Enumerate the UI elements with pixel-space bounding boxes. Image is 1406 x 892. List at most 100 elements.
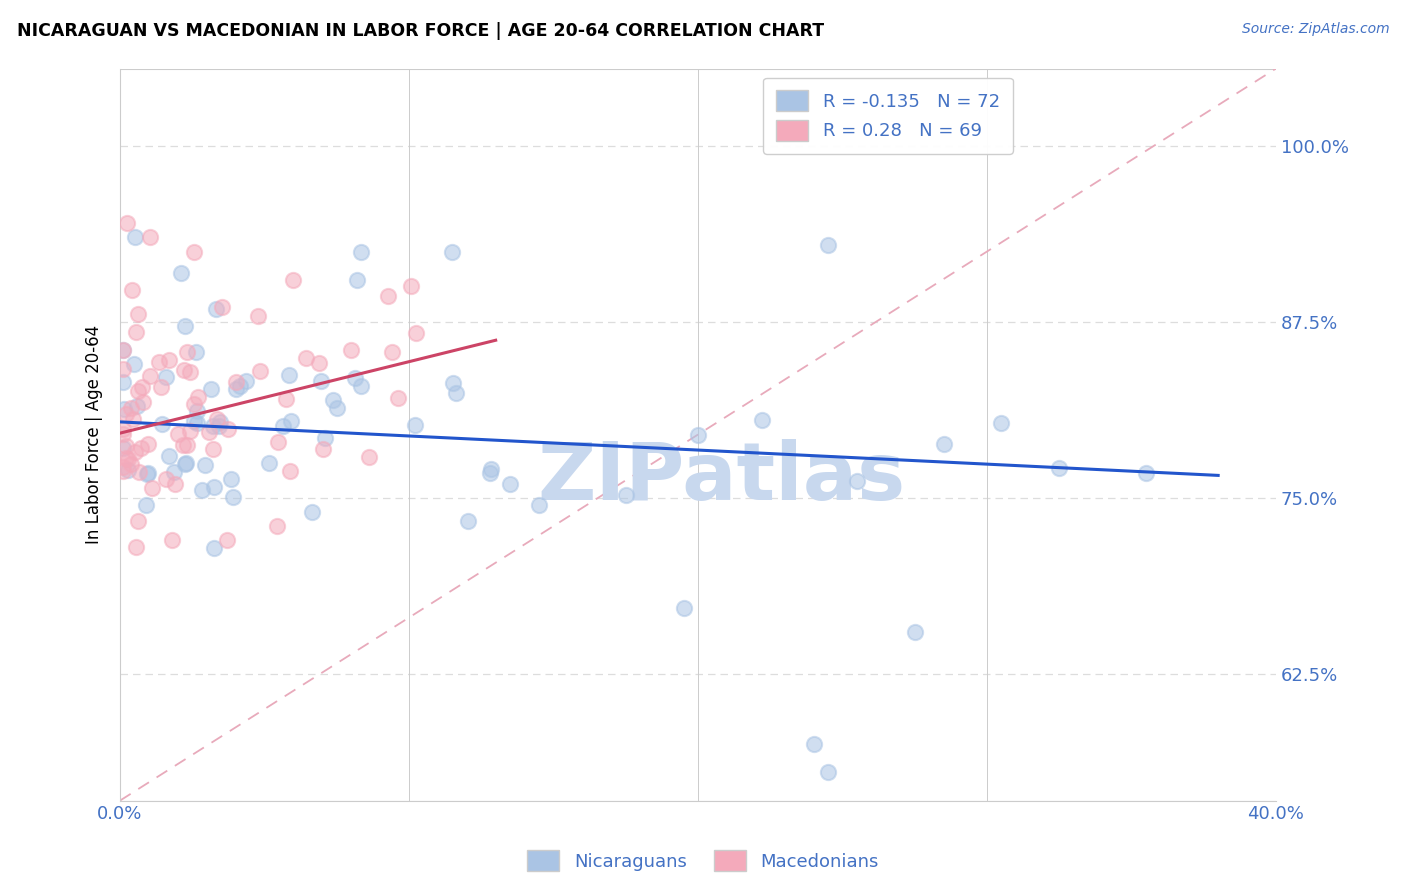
Point: [208, 415, 231, 429]
Point: [183, 414, 205, 428]
Point: [280, 464, 302, 478]
Point: [186, 345, 208, 359]
Point: [202, 480, 225, 494]
Point: [200, 382, 222, 396]
Point: [115, 439, 138, 453]
Point: [172, 438, 194, 452]
Point: [527, 498, 550, 512]
Point: [225, 382, 247, 396]
Point: [117, 452, 139, 467]
Point: [350, 379, 373, 393]
Point: [150, 417, 173, 431]
Point: [229, 378, 252, 392]
Point: [932, 437, 955, 451]
Point: [326, 401, 349, 415]
Point: [222, 491, 245, 505]
Point: [115, 216, 138, 230]
Point: [211, 301, 233, 315]
Point: [499, 476, 522, 491]
Point: [163, 466, 186, 480]
Point: [176, 344, 198, 359]
Point: [122, 412, 145, 426]
Point: [125, 325, 148, 339]
Point: [478, 467, 501, 481]
Point: [280, 414, 302, 428]
Point: [125, 399, 148, 413]
Point: [257, 456, 280, 470]
Point: [139, 368, 162, 383]
Legend: Nicaraguans, Macedonians: Nicaraguans, Macedonians: [520, 843, 886, 879]
Point: [131, 395, 153, 409]
Point: [817, 237, 839, 252]
Point: [346, 273, 368, 287]
Point: [111, 426, 134, 441]
Point: [127, 306, 149, 320]
Point: [179, 366, 201, 380]
Point: [128, 465, 150, 479]
Point: [204, 541, 226, 556]
Point: [111, 362, 134, 376]
Point: [276, 392, 298, 406]
Point: [121, 283, 143, 297]
Point: [139, 230, 162, 244]
Point: [131, 380, 153, 394]
Point: [990, 417, 1012, 431]
Point: [441, 244, 464, 259]
Point: [845, 474, 868, 488]
Point: [111, 464, 134, 478]
Point: [614, 488, 637, 502]
Point: [441, 376, 464, 390]
Point: [350, 244, 373, 259]
Point: [129, 441, 152, 455]
Point: [311, 375, 333, 389]
Point: [751, 413, 773, 427]
Point: [176, 438, 198, 452]
Point: [111, 375, 134, 389]
Point: [446, 386, 468, 401]
Point: [174, 318, 197, 333]
Legend: R = -0.135   N = 72, R = 0.28   N = 69: R = -0.135 N = 72, R = 0.28 N = 69: [763, 78, 1012, 153]
Point: [803, 737, 825, 751]
Point: [111, 422, 134, 436]
Point: [904, 624, 927, 639]
Point: [405, 326, 427, 341]
Point: [217, 533, 239, 548]
Point: [267, 434, 290, 449]
Point: [207, 411, 229, 425]
Point: [124, 230, 146, 244]
Point: [111, 459, 134, 474]
Point: [174, 456, 197, 470]
Point: [266, 519, 288, 533]
Point: [120, 401, 142, 416]
Point: [157, 352, 180, 367]
Point: [249, 364, 271, 378]
Point: [295, 351, 318, 365]
Point: [686, 427, 709, 442]
Point: [141, 481, 163, 495]
Point: [148, 355, 170, 369]
Point: [1047, 461, 1070, 475]
Point: [278, 368, 301, 383]
Point: [138, 466, 160, 480]
Point: [124, 445, 146, 459]
Point: [155, 471, 177, 485]
Point: [157, 449, 180, 463]
Point: [197, 425, 219, 440]
Text: NICARAGUAN VS MACEDONIAN IN LABOR FORCE | AGE 20-64 CORRELATION CHART: NICARAGUAN VS MACEDONIAN IN LABOR FORCE …: [17, 22, 824, 40]
Point: [136, 437, 159, 451]
Point: [381, 345, 404, 359]
Point: [122, 357, 145, 371]
Point: [457, 514, 479, 528]
Point: [149, 380, 172, 394]
Point: [162, 533, 184, 548]
Point: [136, 467, 159, 481]
Point: [186, 390, 208, 404]
Point: [127, 384, 149, 399]
Point: [183, 397, 205, 411]
Point: [343, 371, 366, 385]
Point: [135, 498, 157, 512]
Point: [166, 426, 188, 441]
Point: [387, 391, 409, 405]
Point: [246, 309, 269, 323]
Text: ZIPatlas: ZIPatlas: [537, 440, 905, 517]
